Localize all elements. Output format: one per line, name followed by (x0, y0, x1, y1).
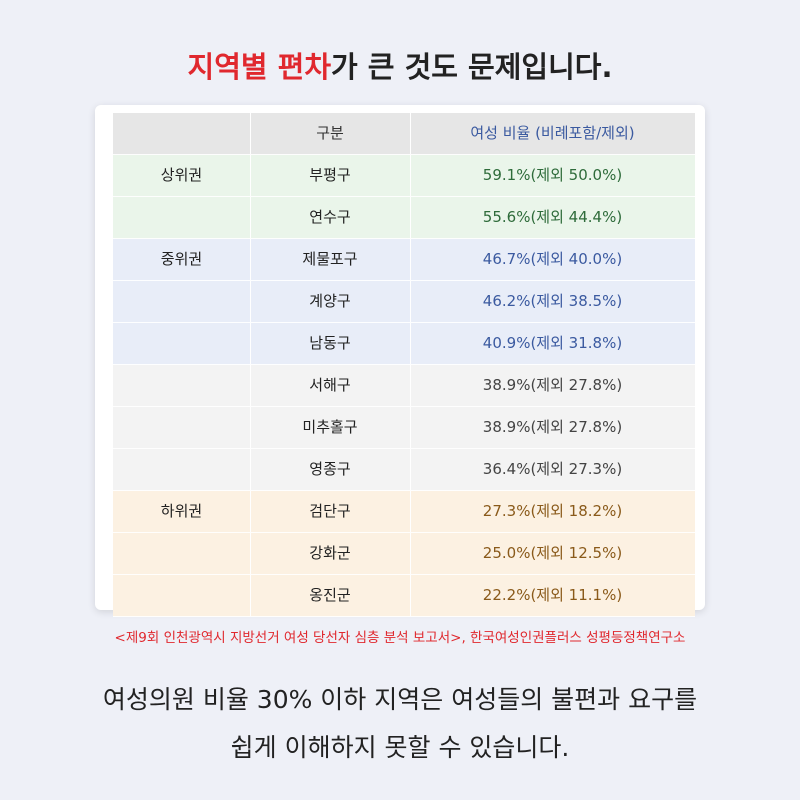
header-cell (113, 113, 251, 154)
group-cell (113, 449, 251, 490)
region: 강화군 (250, 533, 411, 574)
table-row: 중위권 제물포구 46.7%(제외 40.0%) (113, 239, 695, 281)
region: 영종구 (250, 449, 411, 490)
region: 부평구 (250, 155, 411, 196)
table-row: 미추홀구 38.9%(제외 27.8%) (113, 407, 695, 449)
table: 구분 여성 비율 (비례포함/제외) 상위권 부평구 59.1%(제외 50.0%)… (113, 113, 695, 617)
region: 제물포구 (250, 239, 411, 280)
ratio: 25.0%(제외 12.5%) (482, 544, 623, 562)
ratio: 46.2%(제외 38.5%) (482, 292, 623, 310)
group-label: 상위권 (113, 155, 251, 196)
table-card: 구분 여성 비율 (비례포함/제외) 상위권 부평구 59.1%(제외 50.0%)… (95, 105, 705, 617)
table-row: 옹진군 22.2%(제외 11.1%) (113, 575, 695, 617)
title-rest: 가 큰 것도 문제입니다. (331, 50, 613, 84)
table-row: 연수구 55.6%(제외 44.4%) (113, 197, 695, 239)
ratio: 38.9%(제외 27.8%) (482, 376, 623, 394)
title: 지역별 편차가 큰 것도 문제입니다. (0, 44, 800, 86)
header-cell: 여성 비율 (비례포함/제외) (470, 124, 635, 142)
table-row: 영종구 36.4%(제외 27.3%) (113, 449, 695, 491)
group-cell (113, 407, 251, 448)
table-row: 상위권 부평구 59.1%(제외 50.0%) (113, 155, 695, 197)
region: 계양구 (250, 281, 411, 322)
region: 미추홀구 (250, 407, 411, 448)
footer-line: 쉽게 이해하지 못할 수 있습니다. (230, 733, 570, 762)
footer-line: 여성의원 비율 30% 이하 지역은 여성들의 불편과 요구를 (102, 685, 698, 714)
ratio: 22.2%(제외 11.1%) (482, 586, 623, 604)
title-highlight: 지역별 편차 (187, 50, 332, 84)
region: 서해구 (250, 365, 411, 406)
group-label: 하위권 (113, 491, 251, 532)
table-row: 강화군 25.0%(제외 12.5%) (113, 533, 695, 575)
table-row: 하위권 검단구 27.3%(제외 18.2%) (113, 491, 695, 533)
table-row: 서해구 38.9%(제외 27.8%) (113, 365, 695, 407)
group-cell (113, 575, 251, 616)
ratio: 46.7%(제외 40.0%) (482, 250, 623, 268)
source: <제9회 인천광역시 지방선거 여성 당선자 심층 분석 보고서>, 한국여성인… (114, 630, 686, 646)
table-row: 남동구 40.9%(제외 31.8%) (113, 323, 695, 365)
group-cell (113, 197, 251, 238)
ratio: 36.4%(제외 27.3%) (482, 460, 623, 478)
region: 검단구 (250, 491, 411, 532)
ratio: 40.9%(제외 31.8%) (482, 334, 623, 352)
group-cell (113, 323, 251, 364)
table-row: 계양구 46.2%(제외 38.5%) (113, 281, 695, 323)
region: 옹진군 (250, 575, 411, 616)
group-label: 중위권 (113, 239, 251, 280)
group-cell (113, 281, 251, 322)
ratio: 27.3%(제외 18.2%) (482, 502, 623, 520)
ratio: 38.9%(제외 27.8%) (482, 418, 623, 436)
group-cell (113, 365, 251, 406)
group-cell (113, 533, 251, 574)
header-row: 구분 여성 비율 (비례포함/제외) (113, 113, 695, 155)
ratio: 55.6%(제외 44.4%) (482, 208, 623, 226)
region: 연수구 (250, 197, 411, 238)
header-cell: 구분 (250, 113, 411, 154)
ratio: 59.1%(제외 50.0%) (482, 166, 623, 184)
region: 남동구 (250, 323, 411, 364)
